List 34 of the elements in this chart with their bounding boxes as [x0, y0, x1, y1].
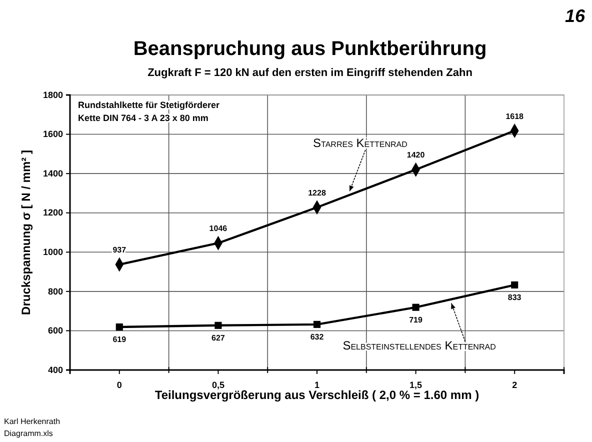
y-tick-label: 1200 [42, 208, 63, 218]
y-tick-label: 1000 [42, 247, 63, 258]
y-tick-label: 800 [48, 286, 63, 296]
point [214, 322, 222, 329]
chart-title: Beanspruchung aus Punktberührung [133, 38, 487, 60]
text: Karl Herkenrath [4, 417, 60, 426]
chart-subtitle: Zugkraft F = 120 kN auf den ersten im Eingriff stehenden Zahn [148, 67, 473, 79]
point [116, 323, 123, 331]
y-tick-label: 1400 [42, 168, 63, 178]
data-label: 627 [212, 333, 226, 342]
text: Diagramm.xls [4, 429, 53, 438]
text: 16 [564, 6, 586, 26]
data-label: 1046 [209, 224, 228, 234]
y-tick-label: 1800 [42, 90, 63, 100]
y-tick-label: 400 [48, 364, 63, 375]
data-label: 1618 [506, 112, 524, 121]
x-tick-label: 0,5 [212, 380, 224, 390]
data-label: 1420 [406, 150, 426, 160]
point [511, 281, 518, 288]
data-label: 719 [409, 315, 424, 324]
y-tick-label: 1600 [42, 129, 63, 140]
x-tick-label: 2 [512, 380, 518, 390]
point [412, 304, 420, 311]
x-tick-label: 1 [314, 380, 320, 390]
y-axis-title: Druckspannung σ [ N / mm² ] [19, 150, 33, 315]
y-tick-label: 600 [48, 326, 63, 336]
x-axis-title: Teilungsvergrößerung aus Verschleiß ( 2,0 % = 1.60 mm ) [154, 388, 480, 402]
data-label: 632 [310, 332, 324, 342]
data-label: 619 [112, 334, 127, 344]
x-tick-label: 1,5 [410, 380, 422, 390]
x-tick-label: 0 [116, 380, 122, 390]
data-label: 1228 [308, 188, 326, 198]
data-label: 833 [508, 292, 522, 302]
point [313, 320, 321, 328]
